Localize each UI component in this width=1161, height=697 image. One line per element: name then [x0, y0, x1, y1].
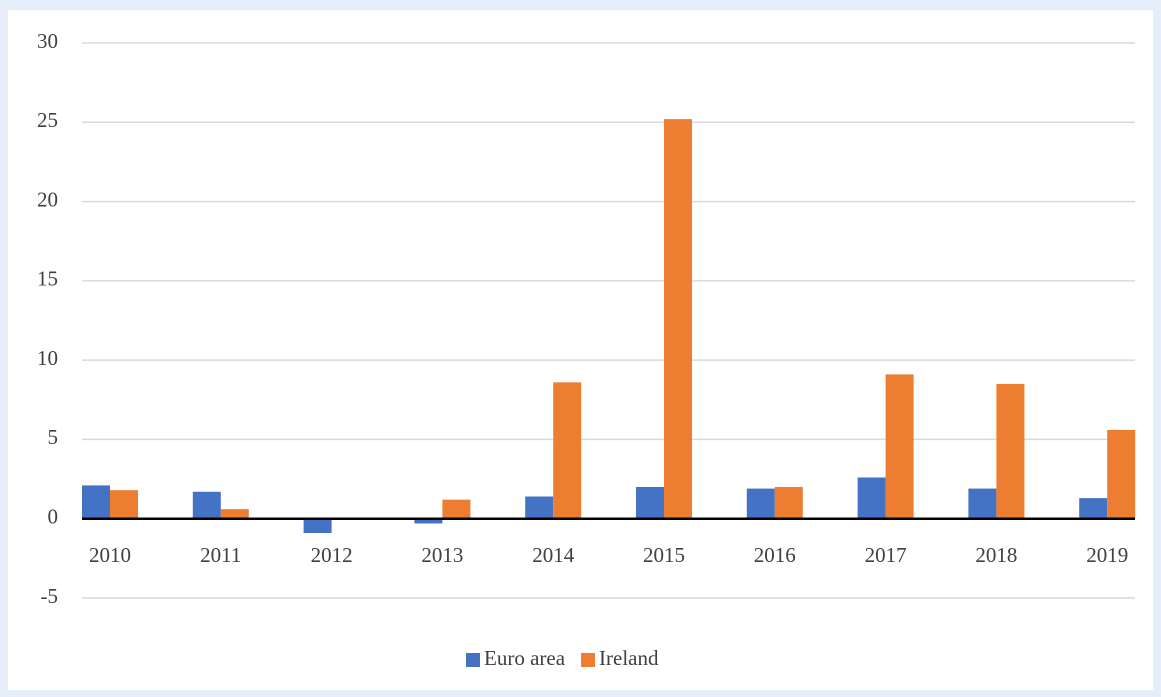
- x-tick-label: 2013: [421, 543, 463, 567]
- bar: [220, 509, 249, 519]
- bar: [968, 488, 997, 519]
- bar: [525, 496, 554, 519]
- bar: [885, 374, 914, 519]
- x-tick-label: 2018: [975, 543, 1017, 567]
- x-tick-label: 2010: [89, 543, 131, 567]
- x-tick-label: 2016: [754, 543, 796, 567]
- x-tick-label: 2011: [200, 543, 241, 567]
- bar: [110, 490, 138, 519]
- bar: [553, 382, 582, 519]
- bar: [303, 518, 332, 533]
- legend-label: Euro area: [484, 646, 566, 670]
- y-tick-label: -5: [41, 584, 59, 608]
- bar: [774, 487, 803, 519]
- bar: [1107, 429, 1136, 519]
- bar: [192, 491, 221, 519]
- bar: [414, 518, 443, 524]
- legend-swatch: [581, 653, 596, 667]
- legend-label: Ireland: [599, 646, 659, 670]
- x-tick-label: 2012: [311, 543, 353, 567]
- bar: [82, 485, 110, 519]
- x-tick-label: 2019: [1086, 543, 1128, 567]
- legend-swatch: [466, 653, 480, 667]
- y-tick-label: 5: [48, 425, 59, 449]
- bar: [746, 488, 775, 519]
- y-tick-label: 25: [37, 108, 58, 132]
- bar: [1079, 498, 1108, 519]
- y-tick-label: 30: [37, 29, 58, 53]
- bar: [442, 499, 471, 519]
- x-tick-label: 2017: [865, 543, 907, 567]
- bar: [636, 487, 664, 519]
- x-tick-label: 2015: [643, 543, 685, 567]
- y-tick-label: 20: [37, 187, 58, 211]
- bar: [996, 383, 1025, 519]
- x-tick-label: 2014: [532, 543, 575, 567]
- bar: [857, 477, 886, 519]
- y-tick-label: 10: [37, 346, 58, 370]
- y-tick-label: 15: [37, 267, 58, 291]
- y-tick-label: 0: [48, 505, 59, 529]
- bar: [664, 119, 692, 519]
- chart-area: [8, 10, 1153, 690]
